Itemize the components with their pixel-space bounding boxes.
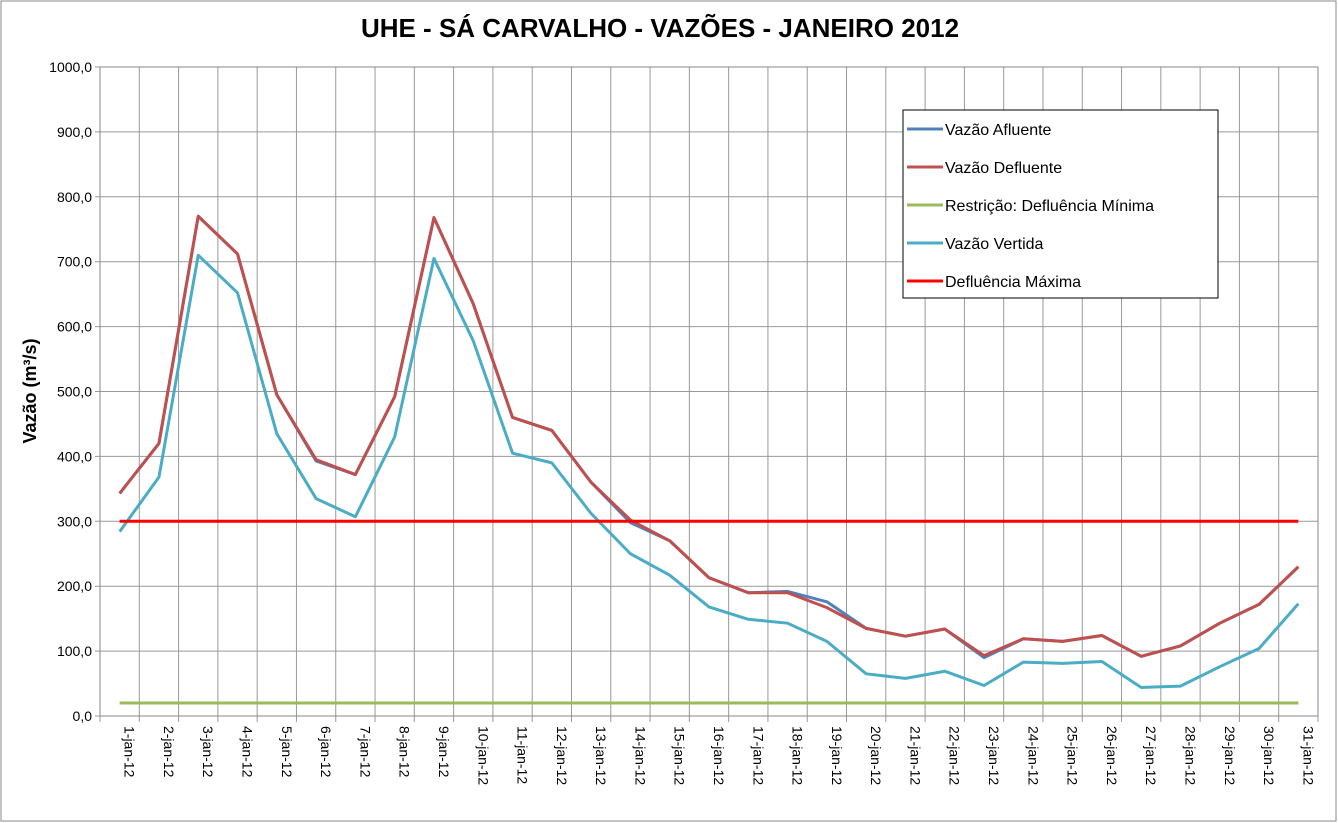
x-tick-label: 9-jan-12 bbox=[436, 726, 452, 778]
x-tick-label: 28-jan-12 bbox=[1182, 726, 1198, 785]
y-axis-label: Vazão (m³/s) bbox=[20, 338, 40, 443]
y-tick-label: 400,0 bbox=[57, 448, 92, 464]
y-tick-label: 900,0 bbox=[57, 124, 92, 140]
x-tick-label: 23-jan-12 bbox=[986, 726, 1002, 785]
x-tick-label: 21-jan-12 bbox=[907, 726, 923, 785]
legend-label: Vazão Afluente bbox=[945, 122, 1052, 139]
y-tick-label: 300,0 bbox=[57, 513, 92, 529]
series-line bbox=[118, 214, 1300, 658]
x-tick-label: 3-jan-12 bbox=[200, 726, 216, 778]
x-tick-label: 10-jan-12 bbox=[475, 726, 491, 785]
x-tick-label: 22-jan-12 bbox=[947, 726, 963, 785]
x-tick-label: 19-jan-12 bbox=[829, 726, 845, 785]
y-tick-label: 100,0 bbox=[57, 643, 92, 659]
x-tick-label: 12-jan-12 bbox=[554, 726, 570, 785]
legend-label: Vazão Defluente bbox=[945, 160, 1062, 177]
x-tick-label: 4-jan-12 bbox=[240, 726, 256, 778]
x-tick-label: 15-jan-12 bbox=[672, 726, 688, 785]
x-tick-label: 2-jan-12 bbox=[161, 726, 177, 778]
legend-label: Vazão Vertida bbox=[945, 236, 1044, 253]
x-tick-label: 7-jan-12 bbox=[357, 726, 373, 778]
x-tick-label: 29-jan-12 bbox=[1222, 726, 1238, 785]
legend-label: Restrição: Defluência Mínima bbox=[945, 198, 1154, 215]
x-tick-label: 11-jan-12 bbox=[515, 726, 531, 784]
x-tick-label: 30-jan-12 bbox=[1261, 726, 1277, 785]
x-tick-label: 25-jan-12 bbox=[1065, 726, 1081, 785]
y-tick-label: 0,0 bbox=[73, 708, 93, 724]
x-tick-label: 1-jan-12 bbox=[122, 726, 138, 778]
x-tick-label: 6-jan-12 bbox=[318, 726, 334, 778]
x-tick-label: 27-jan-12 bbox=[1143, 726, 1159, 785]
x-tick-label: 16-jan-12 bbox=[711, 726, 727, 785]
x-tick-label: 20-jan-12 bbox=[868, 726, 884, 785]
x-tick-label: 5-jan-12 bbox=[279, 726, 295, 778]
y-tick-label: 500,0 bbox=[57, 384, 92, 400]
x-tick-label: 18-jan-12 bbox=[790, 726, 806, 785]
legend-label: Defluência Máxima bbox=[945, 274, 1081, 291]
x-tick-label: 8-jan-12 bbox=[397, 726, 413, 778]
y-tick-label: 1000,0 bbox=[49, 59, 92, 75]
x-tick-label: 26-jan-12 bbox=[1104, 726, 1120, 785]
legend-box bbox=[902, 109, 1219, 299]
x-tick-label: 13-jan-12 bbox=[593, 726, 609, 785]
y-tick-label: 800,0 bbox=[57, 189, 92, 205]
y-tick-label: 600,0 bbox=[57, 319, 92, 335]
x-tick-label: 17-jan-12 bbox=[750, 726, 766, 785]
x-tick-label: 31-jan-12 bbox=[1300, 726, 1316, 785]
series-line bbox=[118, 253, 1300, 689]
chart-title: UHE - SÁ CARVALHO - VAZÕES - JANEIRO 201… bbox=[361, 13, 959, 43]
x-tick-label: 24-jan-12 bbox=[1025, 726, 1041, 785]
y-tick-label: 700,0 bbox=[57, 254, 92, 270]
y-tick-label: 200,0 bbox=[57, 578, 92, 594]
x-tick-label: 14-jan-12 bbox=[632, 726, 648, 785]
plot-border bbox=[99, 66, 1319, 717]
